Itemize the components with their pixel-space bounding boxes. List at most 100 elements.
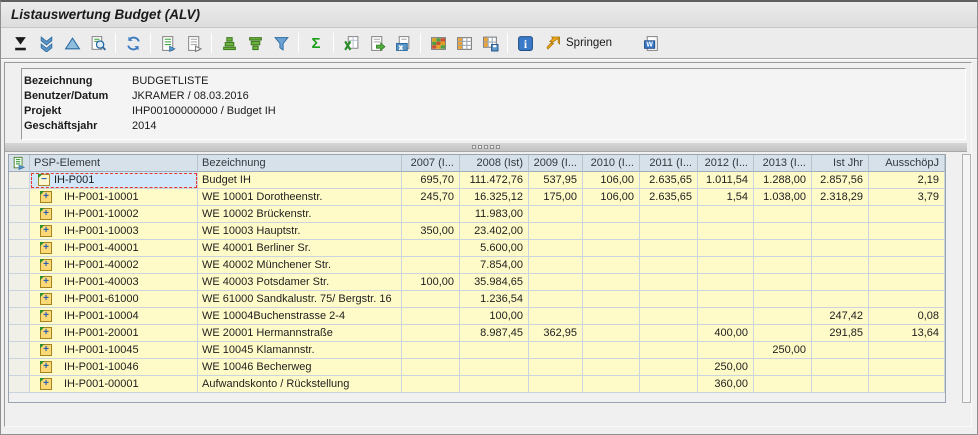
value-cell[interactable]	[640, 308, 698, 325]
value-cell[interactable]	[812, 223, 869, 240]
expand-node-icon[interactable]: +	[40, 327, 52, 339]
value-cell[interactable]: 23.402,00	[460, 223, 529, 240]
row-selector-cell[interactable]	[9, 257, 30, 274]
value-cell[interactable]	[812, 376, 869, 393]
psp-element-cell[interactable]: +IH-P001-40002	[30, 257, 198, 274]
value-cell[interactable]	[754, 206, 812, 223]
value-cell[interactable]	[754, 257, 812, 274]
value-cell[interactable]	[640, 342, 698, 359]
row-selector-cell[interactable]	[9, 274, 30, 291]
value-cell[interactable]	[402, 359, 460, 376]
value-cell[interactable]: 100,00	[460, 308, 529, 325]
collapse-node-icon[interactable]: −	[38, 174, 50, 186]
value-cell[interactable]: 250,00	[698, 359, 754, 376]
value-cell[interactable]	[402, 240, 460, 257]
filter-button[interactable]	[270, 32, 292, 54]
value-cell[interactable]	[402, 308, 460, 325]
value-cell[interactable]	[583, 240, 640, 257]
expand-node-icon[interactable]: +	[40, 344, 52, 356]
value-cell[interactable]	[529, 376, 583, 393]
row-selector-cell[interactable]	[9, 308, 30, 325]
bezeichnung-cell[interactable]: WE 40001 Berliner Sr.	[198, 240, 402, 257]
column-header[interactable]: PSP-Element	[30, 155, 198, 172]
expand-node-icon[interactable]: +	[40, 242, 52, 254]
row-selector-cell[interactable]	[9, 189, 30, 206]
value-cell[interactable]	[754, 359, 812, 376]
column-header[interactable]: Ist Jhr	[812, 155, 869, 172]
value-cell[interactable]: 247,42	[812, 308, 869, 325]
value-cell[interactable]: 245,70	[402, 189, 460, 206]
expand-node-icon[interactable]: +	[40, 191, 52, 203]
column-header[interactable]: 2013 (I...	[754, 155, 812, 172]
value-cell[interactable]	[529, 274, 583, 291]
word-document-button[interactable]: W	[640, 32, 662, 54]
column-header[interactable]: 2011 (I...	[640, 155, 698, 172]
row-selector-cell[interactable]	[9, 172, 30, 189]
value-cell[interactable]: 400,00	[698, 325, 754, 342]
bezeichnung-cell[interactable]: WE 10046 Becherweg	[198, 359, 402, 376]
row-selector-cell[interactable]	[9, 325, 30, 342]
value-cell[interactable]	[583, 257, 640, 274]
change-layout-button[interactable]	[453, 32, 475, 54]
psp-element-cell[interactable]: +IH-P001-10046	[30, 359, 198, 376]
value-cell[interactable]	[460, 342, 529, 359]
sort-descending-button[interactable]	[244, 32, 266, 54]
value-cell[interactable]	[640, 291, 698, 308]
value-cell[interactable]	[402, 342, 460, 359]
export-button[interactable]	[392, 32, 414, 54]
row-selector-cell[interactable]	[9, 291, 30, 308]
psp-element-cell[interactable]: +IH-P001-20001	[30, 325, 198, 342]
column-header[interactable]: 2008 (Ist)	[460, 155, 529, 172]
value-cell[interactable]: 2,19	[869, 172, 945, 189]
springen-button[interactable]: Springen	[542, 35, 616, 52]
expand-node-icon[interactable]: +	[40, 293, 52, 305]
value-cell[interactable]: 360,00	[698, 376, 754, 393]
value-cell[interactable]	[460, 359, 529, 376]
select-all-header-cell[interactable]	[9, 155, 30, 172]
value-cell[interactable]: 106,00	[583, 189, 640, 206]
value-cell[interactable]	[402, 291, 460, 308]
value-cell[interactable]	[460, 376, 529, 393]
value-cell[interactable]	[529, 308, 583, 325]
value-cell[interactable]: 1,54	[698, 189, 754, 206]
value-cell[interactable]: 8.987,45	[460, 325, 529, 342]
value-cell[interactable]: 695,70	[402, 172, 460, 189]
value-cell[interactable]: 1.236,54	[460, 291, 529, 308]
expand-all-button[interactable]	[35, 32, 57, 54]
value-cell[interactable]	[529, 342, 583, 359]
value-cell[interactable]	[869, 342, 945, 359]
find-button[interactable]	[87, 32, 109, 54]
value-cell[interactable]: 100,00	[402, 274, 460, 291]
value-cell[interactable]: 16.325,12	[460, 189, 529, 206]
choose-detail-button[interactable]	[157, 32, 179, 54]
vertical-scrollbar[interactable]	[962, 154, 971, 403]
choose-layout-button[interactable]	[427, 32, 449, 54]
column-header[interactable]: Bezeichnung	[198, 155, 402, 172]
refresh-button[interactable]	[122, 32, 144, 54]
value-cell[interactable]	[812, 274, 869, 291]
value-cell[interactable]	[869, 257, 945, 274]
expand-node-icon[interactable]: +	[40, 276, 52, 288]
row-selector-cell[interactable]	[9, 359, 30, 376]
value-cell[interactable]	[640, 223, 698, 240]
expand-node-icon[interactable]: +	[40, 361, 52, 373]
column-header[interactable]: 2007 (I...	[402, 155, 460, 172]
value-cell[interactable]	[698, 342, 754, 359]
value-cell[interactable]	[869, 291, 945, 308]
value-cell[interactable]	[640, 240, 698, 257]
value-cell[interactable]: 1.288,00	[754, 172, 812, 189]
value-cell[interactable]	[402, 257, 460, 274]
value-cell[interactable]	[869, 223, 945, 240]
detail-list-button[interactable]	[183, 32, 205, 54]
value-cell[interactable]: 2.318,29	[812, 189, 869, 206]
column-header[interactable]: 2010 (I...	[583, 155, 640, 172]
value-cell[interactable]	[529, 240, 583, 257]
column-header[interactable]: 2012 (I...	[698, 155, 754, 172]
value-cell[interactable]	[754, 274, 812, 291]
value-cell[interactable]	[812, 359, 869, 376]
value-cell[interactable]	[640, 376, 698, 393]
value-cell[interactable]	[754, 223, 812, 240]
value-cell[interactable]: 1.038,00	[754, 189, 812, 206]
psp-element-cell[interactable]: +IH-P001-61000	[30, 291, 198, 308]
value-cell[interactable]	[529, 223, 583, 240]
